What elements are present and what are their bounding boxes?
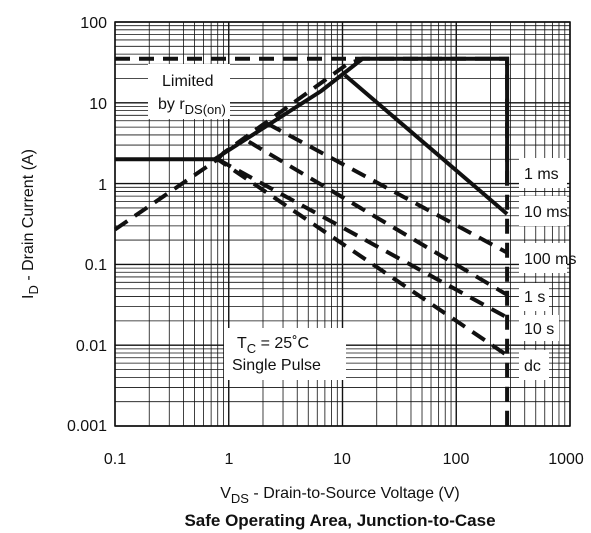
x-axis-label-sub: DS (231, 491, 249, 506)
limit-label-main: by r (158, 96, 185, 113)
series-line-10s (216, 157, 509, 320)
limit-annotation: Limited by rDS(on) (158, 73, 226, 117)
y-tick-label: 100 (80, 15, 107, 32)
series-label-10ms: 10 ms (524, 204, 568, 221)
series-label-1s: 1 s (524, 289, 545, 306)
series-label-100ms: 100 ms (524, 251, 576, 268)
y-tick-labels: 100 10 1 0.1 0.01 0.001 (67, 15, 107, 435)
series-line-limit (216, 56, 364, 161)
conditions-line1-sub: C (247, 341, 256, 356)
limit-label-bg (148, 64, 230, 119)
x-axis-label-main: V (220, 485, 231, 502)
legend-bg-1s (519, 283, 549, 311)
conditions-line2: Single Pulse (232, 357, 321, 374)
x-tick-label: 1000 (548, 451, 584, 468)
legend-bg-1ms (519, 158, 567, 188)
limit-label-line1: Limited (162, 73, 214, 90)
y-tick-label: 0.1 (85, 257, 107, 274)
limit-label-sub: DS(on) (185, 102, 226, 117)
y-axis-label-main: I (20, 294, 37, 298)
limit-label-line2: by rDS(on) (158, 96, 226, 117)
legend-bg-10s (519, 315, 559, 341)
conditions-annotation: TC = 25˚C Single Pulse (232, 335, 321, 374)
x-tick-labels: 0.1 1 10 100 1000 (104, 451, 584, 468)
conditions-line1: TC = 25˚C (237, 335, 309, 356)
y-axis-label-rest: - Drain Current (A) (20, 149, 37, 285)
y-tick-label: 0.001 (67, 418, 107, 435)
conditions-label-bg (224, 328, 346, 380)
y-tick-label: 1 (98, 177, 107, 194)
y-axis-label: ID - Drain Current (A) (20, 149, 41, 299)
x-tick-label: 0.1 (104, 451, 126, 468)
x-tick-label: 1 (225, 451, 234, 468)
x-axis-label: VDS - Drain-to-Source Voltage (V) (220, 485, 459, 506)
x-tick-label: 10 (333, 451, 351, 468)
series-label-1ms: 1 ms (524, 166, 559, 183)
series-line-10ms (343, 73, 509, 216)
conditions-line1-rest: = 25˚C (256, 335, 309, 352)
series-line-100ms (266, 122, 509, 255)
y-axis-label-sub: D (26, 285, 41, 294)
plot-frame (114, 21, 571, 427)
x-axis-label-rest: - Drain-to-Source Voltage (V) (249, 485, 460, 502)
chart-title: Safe Operating Area, Junction-to-Case (184, 511, 495, 530)
legend-bg-dc (519, 350, 549, 380)
conditions-line1-main: T (237, 335, 247, 352)
series-labels: 1 ms 10 ms 100 ms 1 s 10 s dc (524, 166, 576, 375)
y-tick-label: 0.01 (76, 338, 107, 355)
legend-bg-10ms (519, 196, 567, 226)
series-label-10s: 10 s (524, 321, 554, 338)
series-line-envelope (115, 56, 510, 426)
y-tick-label: 10 (89, 96, 107, 113)
series-line-1s (247, 139, 509, 297)
series-layer (113, 56, 510, 426)
series-line-dc (113, 156, 509, 357)
series-label-dc: dc (524, 358, 541, 375)
x-tick-label: 100 (443, 451, 470, 468)
legend-bg-100ms (519, 243, 567, 273)
